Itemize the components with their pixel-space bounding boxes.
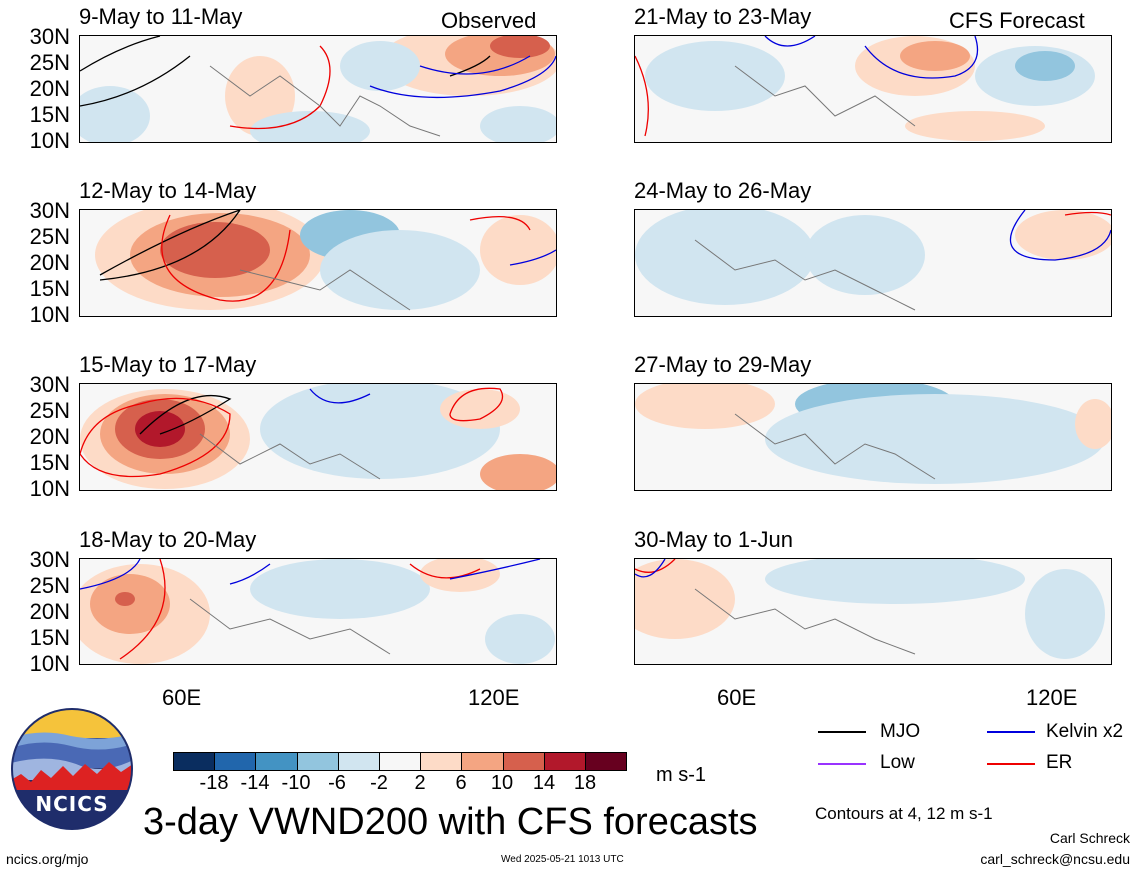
colorbar-tick-label: -18 [199, 772, 229, 794]
lat-label: 15N [29, 276, 70, 301]
lat-label: 25N [29, 50, 70, 75]
legend-swatch-mjo [818, 731, 866, 733]
panel-title: 18-May to 20-May [79, 527, 257, 552]
lat-label: 15N [29, 625, 70, 650]
contour-note: Contours at 4, 12 m s-1 [815, 804, 993, 823]
observed-label: Observed [441, 8, 537, 33]
ncics-logo: NCICS [11, 708, 133, 830]
map-panel-fcst-2 [634, 209, 1112, 317]
colorbar-tick-label: 10 [490, 772, 514, 794]
panel-title: 12-May to 14-May [79, 178, 257, 203]
colorbar-tick-label: -10 [281, 772, 311, 794]
panel-title: 21-May to 23-May [634, 4, 812, 29]
lon-label: 60E [162, 685, 202, 710]
lat-label: 20N [29, 424, 70, 449]
legend-swatch-low [818, 763, 866, 765]
logo-text: NCICS [35, 792, 109, 816]
map-panel-obs-1 [79, 35, 557, 143]
lat-label: 25N [29, 398, 70, 423]
lat-label: 15N [29, 450, 70, 475]
panel-title: 15-May to 17-May [79, 352, 257, 377]
author-email[interactable]: carl_schreck@ncsu.edu [980, 851, 1130, 867]
colorbar-segment [462, 753, 504, 770]
panel-title: 30-May to 1-Jun [634, 527, 793, 552]
panel-title: 24-May to 26-May [634, 178, 812, 203]
map-panel-fcst-3 [634, 383, 1112, 491]
colorbar-segment [215, 753, 257, 770]
lat-label: 20N [29, 76, 70, 101]
colorbar [173, 752, 627, 771]
main-title: 3-day VWND200 with CFS forecasts [143, 801, 758, 843]
colorbar-tick-label: 14 [532, 772, 556, 794]
lat-label: 25N [29, 573, 70, 598]
footer-link[interactable]: ncics.org/mjo [6, 851, 89, 867]
lon-label: 120E [468, 685, 520, 710]
colorbar-segment [338, 753, 380, 770]
lat-label: 10N [29, 128, 70, 153]
map-panel-obs-2 [79, 209, 557, 317]
lat-label: 10N [29, 302, 70, 327]
colorbar-units: m s-1 [656, 764, 706, 786]
lat-label: 30N [29, 24, 70, 49]
lat-label: 10N [29, 651, 70, 676]
legend-label: Kelvin x2 [1046, 721, 1124, 742]
map-panel-fcst-1 [634, 35, 1112, 143]
lat-label: 20N [29, 599, 70, 624]
colorbar-segment [379, 753, 422, 770]
lat-label: 20N [29, 250, 70, 275]
colorbar-tick-label: -6 [328, 772, 346, 794]
legend-label: ER [1046, 752, 1073, 773]
panel-title: 27-May to 29-May [634, 352, 812, 377]
lat-label: 30N [29, 198, 70, 223]
timestamp: Wed 2025-05-21 1013 UTC [501, 854, 624, 865]
colorbar-segment [503, 753, 545, 770]
lat-label: 10N [29, 476, 70, 501]
colorbar-segment [256, 753, 298, 770]
lat-label: 30N [29, 547, 70, 572]
panel-title: 9-May to 11-May [79, 4, 243, 29]
colorbar-tick-label: 2 [414, 772, 426, 794]
colorbar-tick-label: -14 [240, 772, 270, 794]
forecast-label: CFS Forecast [949, 8, 1085, 33]
colorbar-tick-label: 6 [455, 772, 467, 794]
colorbar-tick-label: 18 [573, 772, 597, 794]
lon-label: 60E [717, 685, 757, 710]
lat-label: 15N [29, 102, 70, 127]
colorbar-segment [421, 753, 463, 770]
legend-swatch-er [987, 763, 1035, 765]
colorbar-segment [174, 753, 216, 770]
legend-swatch-kelvin [987, 731, 1035, 733]
lat-label: 25N [29, 224, 70, 249]
map-panel-obs-3 [79, 383, 557, 491]
legend-label: Low [880, 752, 915, 773]
colorbar-segment [297, 753, 339, 770]
lat-label: 30N [29, 372, 70, 397]
lon-label: 120E [1026, 685, 1078, 710]
colorbar-segment [585, 753, 627, 770]
colorbar-tick-label: -2 [370, 772, 388, 794]
map-panel-fcst-4 [634, 558, 1112, 665]
map-panel-obs-4 [79, 558, 557, 665]
legend-label: MJO [880, 721, 921, 742]
colorbar-segment [544, 753, 586, 770]
author-name: Carl Schreck [1049, 830, 1130, 846]
